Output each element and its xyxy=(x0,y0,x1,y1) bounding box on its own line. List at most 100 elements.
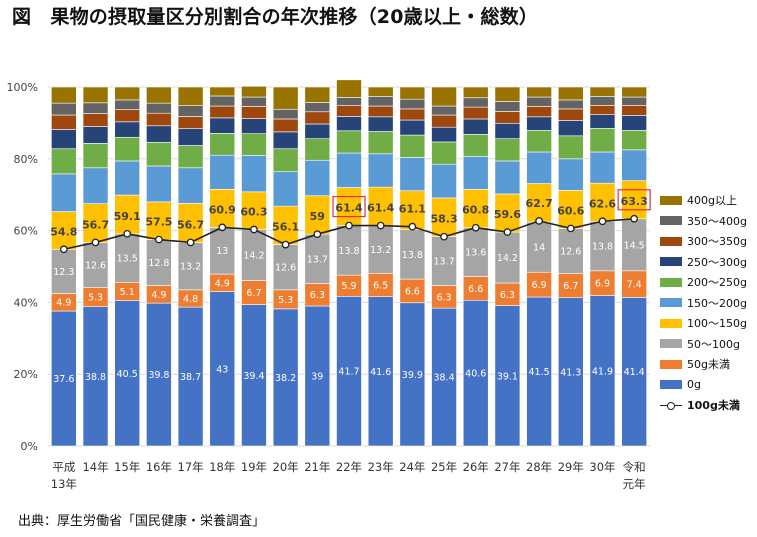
bar-segment xyxy=(114,86,141,101)
line-data-label: 59 xyxy=(310,210,325,223)
bar-segment xyxy=(146,302,172,447)
x-axis: 平成 13年 14年 15年 16年 17年 18年 19年 20年 21年 22年 23年 24年 25… xyxy=(51,460,646,491)
line-point xyxy=(186,238,195,247)
line-data-label: 63.3 xyxy=(621,195,648,208)
line-data-label: 59.6 xyxy=(494,208,521,221)
bar-segment xyxy=(557,190,584,229)
bar-segment xyxy=(336,152,362,188)
segment-label: 13.5 xyxy=(117,254,138,265)
line-point xyxy=(408,222,417,231)
bar-segment xyxy=(462,118,489,135)
segment-label: 13.2 xyxy=(180,262,201,273)
legend-swatch xyxy=(660,236,682,246)
line-point xyxy=(91,238,100,247)
bar-segment xyxy=(209,105,236,119)
x-tick-label: 22年 xyxy=(336,460,362,474)
x-tick-label: 27年 xyxy=(494,460,520,474)
line-data-label: 60.9 xyxy=(209,203,236,216)
bar-segment xyxy=(336,116,362,132)
bar-segment xyxy=(82,306,109,447)
bar-segment xyxy=(177,145,204,169)
bar-segment xyxy=(241,85,267,98)
bar-segment xyxy=(51,211,77,250)
x-tick-label: 19年 xyxy=(241,460,267,474)
line-point xyxy=(598,217,607,226)
chart-legend: 400g以上 350～400g 300～350g 250～300g 200～250g 15… xyxy=(660,190,747,416)
y-tick-label: 40% xyxy=(14,296,38,309)
bar-segment xyxy=(399,119,426,136)
bar-segment xyxy=(589,127,616,153)
segment-label: 41.6 xyxy=(370,367,391,378)
x-tick-label: 17年 xyxy=(178,460,204,474)
segment-label: 38.8 xyxy=(85,372,106,383)
bar-segment xyxy=(209,95,236,107)
bar-segment xyxy=(209,291,236,447)
segment-label: 41.9 xyxy=(592,366,613,377)
bar-segment xyxy=(272,244,299,291)
bar-segment xyxy=(494,138,521,162)
bar-segment xyxy=(399,157,426,192)
bar-segment xyxy=(494,86,521,102)
bar-segment xyxy=(241,133,267,156)
bar-segment xyxy=(399,229,426,280)
line-data-label: 61.4 xyxy=(335,202,362,215)
bar-segment xyxy=(241,106,267,119)
segment-label: 13.2 xyxy=(370,245,391,256)
bar-segment xyxy=(177,128,204,146)
x-tick-label: 26年 xyxy=(463,460,489,474)
bar-segment xyxy=(462,106,489,120)
bar-segment xyxy=(367,96,394,107)
line-data-label: 62.7 xyxy=(526,197,553,210)
line-point xyxy=(281,240,290,249)
bar-segment xyxy=(241,304,267,447)
bar-segment xyxy=(557,158,584,191)
legend-swatch xyxy=(660,318,682,328)
bar-segment xyxy=(621,218,647,272)
segment-label: 12.6 xyxy=(85,261,106,272)
legend-label: 400g以上 xyxy=(687,194,737,208)
bar-segment xyxy=(177,105,204,117)
line-point xyxy=(440,232,448,241)
bar-segment xyxy=(241,229,267,281)
bar-segment xyxy=(114,136,141,162)
segment-label: 4.8 xyxy=(183,294,198,305)
bar-segment xyxy=(209,86,236,97)
segment-label: 13.8 xyxy=(592,242,613,253)
x-tick-label: 元年 xyxy=(623,477,646,491)
bar-segment xyxy=(431,141,457,165)
segment-label: 40.6 xyxy=(465,369,486,380)
bar-segment xyxy=(209,227,236,275)
x-tick-label: 14年 xyxy=(82,460,108,474)
bar-segment xyxy=(431,86,457,107)
y-axis: 0% 20% 40% 60% 80% 100% xyxy=(7,81,38,453)
x-tick-label: 15年 xyxy=(114,460,140,474)
bar-segment xyxy=(304,138,331,161)
y-tick-label: 0% xyxy=(21,440,38,453)
bar-segment xyxy=(431,236,457,286)
legend-item-line: 100g未満 xyxy=(660,395,747,416)
segment-label: 6.6 xyxy=(468,284,483,295)
bar-segment xyxy=(494,122,521,139)
bar-segment xyxy=(51,173,77,212)
bar-segment xyxy=(589,151,616,184)
legend-label: 150～200g xyxy=(687,296,747,310)
legend-label: 0g xyxy=(687,378,701,392)
legend-label: 50g未満 xyxy=(687,358,730,372)
segment-label: 12.3 xyxy=(53,267,74,278)
bar-segment xyxy=(526,130,552,153)
legend-swatch xyxy=(660,339,682,349)
bar-segment xyxy=(51,102,77,116)
bar-segment xyxy=(526,296,552,447)
line-data-label: 56.7 xyxy=(177,218,204,231)
line-data-label: 54.8 xyxy=(50,225,77,238)
segment-label: 6.3 xyxy=(500,290,515,301)
x-tick-label: 平成 xyxy=(52,460,75,474)
segment-label: 4.9 xyxy=(151,290,166,301)
legend-swatch xyxy=(660,277,682,287)
bar-segment xyxy=(431,126,457,143)
bar-segment xyxy=(304,159,331,197)
x-tick-label: 24年 xyxy=(399,460,425,474)
x-tick-label: 25年 xyxy=(431,460,457,474)
bar-segment xyxy=(336,295,362,447)
bar-segment xyxy=(589,114,616,129)
